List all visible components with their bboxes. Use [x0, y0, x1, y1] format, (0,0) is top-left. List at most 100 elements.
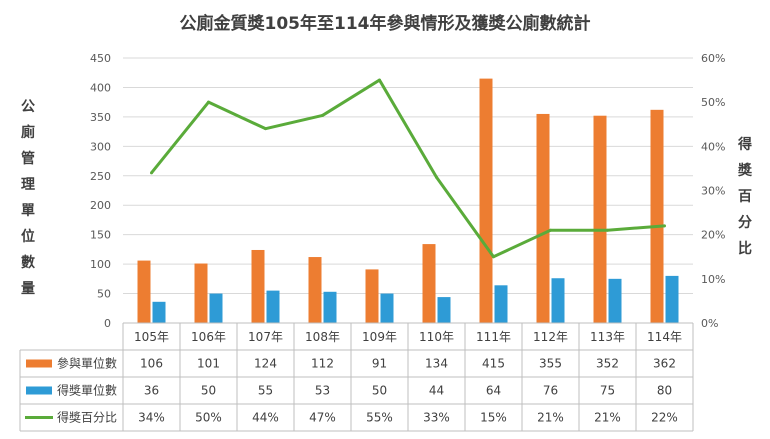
line-point — [207, 100, 210, 104]
y-tick-label: 200 — [90, 199, 111, 212]
gridlines — [123, 57, 693, 324]
chart-title: 公廁金質獎105年至114年參與情形及獲獎公廁數統計 — [180, 13, 591, 34]
data-label: 36 — [144, 384, 159, 398]
bar-participants — [422, 244, 436, 323]
category-label: 109年 — [362, 330, 397, 344]
data-label: 44 — [429, 384, 444, 398]
y2-tick-label: 10% — [701, 273, 725, 286]
bar-winners — [266, 290, 280, 323]
line-percent-series — [150, 78, 665, 259]
line-point — [264, 127, 267, 131]
category-label: 108年 — [305, 330, 340, 344]
y-tick-label: 50 — [97, 288, 111, 301]
bar-winners — [323, 291, 337, 323]
data-label: 50% — [195, 411, 222, 425]
data-label: 355 — [539, 357, 562, 371]
data-label: 76 — [543, 384, 558, 398]
line-point — [663, 224, 666, 228]
data-label: 47% — [309, 411, 336, 425]
data-label: 80 — [657, 384, 672, 398]
data-label: 21% — [594, 411, 621, 425]
bar-winners — [494, 285, 508, 323]
y-tick-label: 0 — [104, 317, 111, 330]
y2-axis-title-char: 百 — [738, 189, 752, 205]
y-axis-title-char: 位 — [21, 228, 35, 245]
y-axis-title-char: 數 — [21, 254, 35, 271]
legend-label: 得獎百分比 — [57, 410, 117, 425]
data-label: 21% — [537, 411, 564, 425]
bar-winners — [152, 301, 166, 323]
data-label: 53 — [315, 384, 330, 398]
line-point — [606, 228, 609, 232]
bar-winners — [608, 278, 622, 323]
bar-participants — [650, 109, 664, 323]
line-point — [492, 255, 495, 259]
bar-participants — [479, 78, 493, 323]
legend-swatch — [26, 386, 52, 395]
y-tick-label: 250 — [90, 170, 111, 183]
y2-axis-title-char: 分 — [738, 215, 752, 231]
data-label: 106 — [140, 357, 163, 371]
data-label: 362 — [653, 357, 676, 371]
line-point — [321, 113, 324, 117]
bar-participants — [365, 269, 379, 323]
bar-participants — [536, 113, 550, 323]
category-label: 112年 — [533, 330, 568, 344]
category-label: 106年 — [191, 330, 226, 344]
category-label: 110年 — [419, 330, 454, 344]
y-axis-title-char: 公 — [21, 99, 35, 115]
y2-axis-title-char: 獎 — [737, 162, 753, 179]
y2-tick-label: 30% — [701, 185, 725, 198]
y2-tick-label: 60% — [701, 52, 725, 65]
y2-tick-label: 40% — [701, 140, 725, 153]
y-axis-title-char: 量 — [21, 281, 35, 297]
category-label: 105年 — [134, 330, 169, 344]
bar-participants — [137, 260, 151, 323]
legend-label: 參與單位數 — [57, 356, 117, 371]
y-tick-label: 350 — [90, 111, 111, 124]
bar-winners — [551, 278, 565, 323]
data-label: 50 — [372, 384, 387, 398]
bar-participants — [593, 115, 607, 323]
y2-tick-label: 20% — [701, 229, 725, 242]
y2-axis-title-char: 得 — [737, 136, 752, 153]
data-label: 124 — [254, 357, 277, 371]
data-table: 105年 106年 107年 108年 109年 110年 111年 112年 113年 114年… — [19, 322, 694, 432]
bar-participants — [251, 249, 265, 323]
bar-participants — [194, 263, 208, 323]
percent-line — [150, 78, 666, 259]
line-point — [378, 78, 381, 82]
y-axis-title-char: 管 — [21, 150, 35, 167]
legend-label: 得獎單位數 — [57, 383, 117, 398]
data-label: 34% — [138, 411, 165, 425]
data-label: 44% — [252, 411, 279, 425]
bars — [137, 78, 679, 323]
category-label: 113年 — [590, 330, 625, 344]
data-label: 33% — [423, 411, 450, 425]
bar-winners — [380, 293, 394, 323]
right-axis-title: 得獎百分比 — [737, 136, 753, 257]
y2-tick-label: 0% — [701, 317, 718, 330]
category-label: 114年 — [647, 330, 682, 344]
data-label: 75 — [600, 384, 615, 398]
y-tick-label: 300 — [90, 140, 111, 153]
y-tick-label: 100 — [90, 258, 111, 271]
line-point — [150, 171, 153, 175]
bar-participants — [308, 257, 322, 323]
category-label: 111年 — [476, 330, 511, 344]
line-point — [435, 175, 438, 179]
data-label: 22% — [651, 411, 678, 425]
bar-winners — [209, 293, 223, 323]
data-label: 55% — [366, 411, 393, 425]
y-tick-label: 150 — [90, 229, 111, 242]
data-label: 134 — [425, 357, 448, 371]
y2-tick-label: 50% — [701, 96, 725, 109]
data-label: 352 — [596, 357, 619, 371]
y2-axis-title-char: 比 — [738, 240, 752, 257]
data-label: 101 — [197, 357, 220, 371]
y-tick-label: 400 — [90, 81, 111, 94]
data-label: 64 — [486, 384, 501, 398]
left-axis-ticks: 0 50 100 150 200 250 300 350 400 450 — [90, 52, 111, 330]
